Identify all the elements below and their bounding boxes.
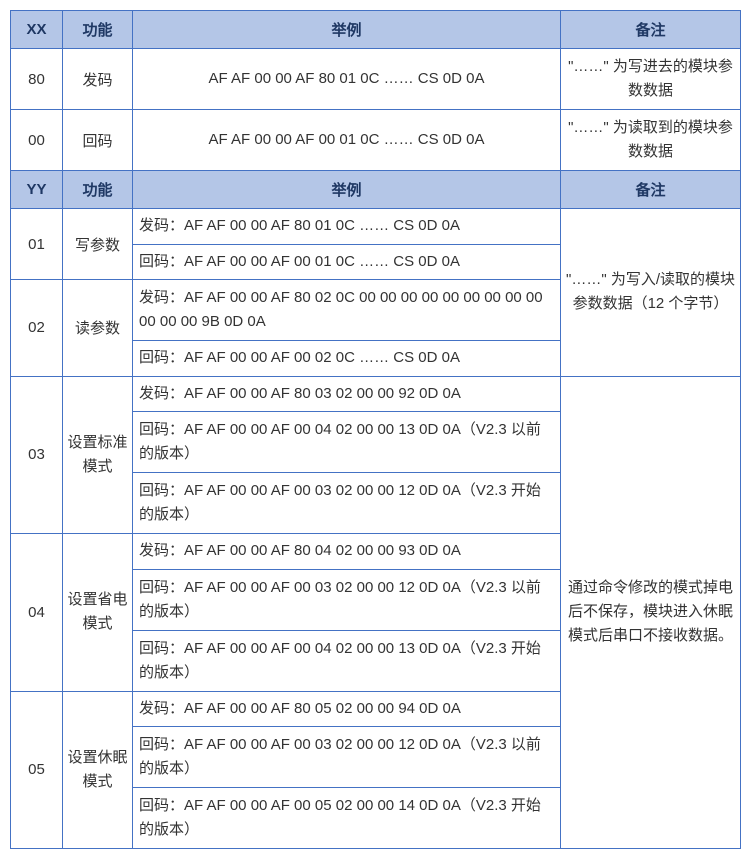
hdr-xx-note: 备注 <box>561 11 741 49</box>
header-row-xx: XX 功能 举例 备注 <box>11 11 741 49</box>
table-row: 00 回码 AF AF 00 00 AF 00 01 0C …… CS 0D 0… <box>11 110 741 171</box>
cell-example: 回码：AF AF 00 00 AF 00 02 0C …… CS 0D 0A <box>133 341 561 377</box>
cell-code: 00 <box>11 110 63 171</box>
cell-func: 设置休眠模式 <box>63 691 133 849</box>
hdr-yy-note: 备注 <box>561 171 741 209</box>
hdr-yy-code: YY <box>11 171 63 209</box>
cell-func: 设置标准模式 <box>63 376 133 534</box>
cell-code: 01 <box>11 209 63 280</box>
cell-func: 写参数 <box>63 209 133 280</box>
cell-example: 回码：AF AF 00 00 AF 00 04 02 00 00 13 0D 0… <box>133 412 561 473</box>
header-row-yy: YY 功能 举例 备注 <box>11 171 741 209</box>
hdr-yy-func: 功能 <box>63 171 133 209</box>
cell-code: 05 <box>11 691 63 849</box>
table-row: 80 发码 AF AF 00 00 AF 80 01 0C …… CS 0D 0… <box>11 49 741 110</box>
cell-note: 通过命令修改的模式掉电后不保存，模块进入休眠模式后串口不接收数据。 <box>561 376 741 849</box>
cell-example: AF AF 00 00 AF 80 01 0C …… CS 0D 0A <box>133 49 561 110</box>
cell-code: 80 <box>11 49 63 110</box>
cell-note: "……" 为写进去的模块参数数据 <box>561 49 741 110</box>
cell-example: 发码：AF AF 00 00 AF 80 04 02 00 00 93 0D 0… <box>133 534 561 570</box>
cell-func: 读参数 <box>63 280 133 377</box>
cell-example: 发码：AF AF 00 00 AF 80 01 0C …… CS 0D 0A <box>133 209 561 245</box>
cell-code: 03 <box>11 376 63 534</box>
cell-example: 回码：AF AF 00 00 AF 00 03 02 00 00 12 0D 0… <box>133 727 561 788</box>
hdr-xx-func: 功能 <box>63 11 133 49</box>
table-row: 01 写参数 发码：AF AF 00 00 AF 80 01 0C …… CS … <box>11 209 741 245</box>
cell-example: 回码：AF AF 00 00 AF 00 03 02 00 00 12 0D 0… <box>133 569 561 630</box>
cell-example: 发码：AF AF 00 00 AF 80 03 02 00 00 92 0D 0… <box>133 376 561 412</box>
cell-example: AF AF 00 00 AF 00 01 0C …… CS 0D 0A <box>133 110 561 171</box>
command-table: XX 功能 举例 备注 80 发码 AF AF 00 00 AF 80 01 0… <box>10 10 741 849</box>
cell-example: 发码：AF AF 00 00 AF 80 05 02 00 00 94 0D 0… <box>133 691 561 727</box>
cell-example: 回码：AF AF 00 00 AF 00 04 02 00 00 13 0D 0… <box>133 630 561 691</box>
cell-note: "……" 为读取到的模块参数数据 <box>561 110 741 171</box>
cell-func: 设置省电模式 <box>63 534 133 692</box>
cell-func: 发码 <box>63 49 133 110</box>
table-row: 03 设置标准模式 发码：AF AF 00 00 AF 80 03 02 00 … <box>11 376 741 412</box>
hdr-xx-code: XX <box>11 11 63 49</box>
cell-func: 回码 <box>63 110 133 171</box>
cell-code: 04 <box>11 534 63 692</box>
cell-example: 回码：AF AF 00 00 AF 00 01 0C …… CS 0D 0A <box>133 244 561 280</box>
cell-example: 发码：AF AF 00 00 AF 80 02 0C 00 00 00 00 0… <box>133 280 561 341</box>
hdr-yy-example: 举例 <box>133 171 561 209</box>
cell-example: 回码：AF AF 00 00 AF 00 03 02 00 00 12 0D 0… <box>133 473 561 534</box>
cell-code: 02 <box>11 280 63 377</box>
hdr-xx-example: 举例 <box>133 11 561 49</box>
cell-example: 回码：AF AF 00 00 AF 00 05 02 00 00 14 0D 0… <box>133 788 561 849</box>
cell-note: "……" 为写入/读取的模块参数数据（12 个字节） <box>561 209 741 377</box>
